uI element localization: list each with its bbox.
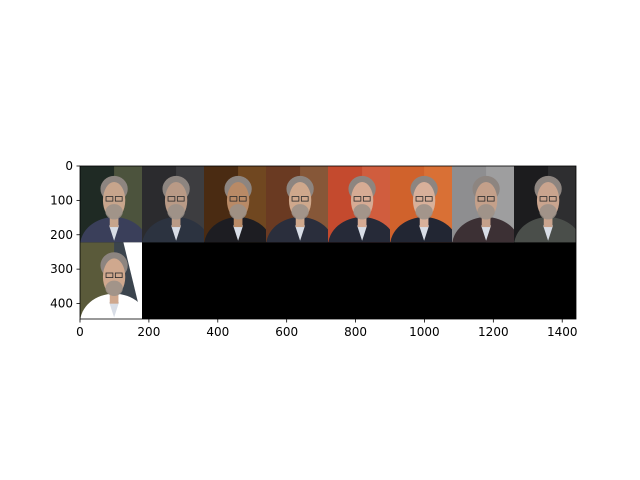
x-tick-label: 600: [275, 325, 298, 339]
axes: 0 200 400 600 800 1000 1200 1400 0 100 200 300 400: [50, 159, 577, 339]
axes-frame: [79, 165, 577, 320]
plot-area: [80, 166, 576, 320]
y-tick-label: 300: [50, 262, 73, 276]
y-tick-label: 100: [50, 193, 73, 207]
x-tick-label: 0: [76, 325, 84, 339]
photo-tile: [204, 166, 266, 243]
x-tick-label: 1200: [478, 325, 509, 339]
photo-tile: [142, 166, 204, 243]
photo-tile: [514, 166, 576, 243]
x-tick-label: 400: [206, 325, 229, 339]
y-tick-label: 400: [50, 297, 73, 311]
photo-tile: [80, 166, 142, 243]
photo-tile: [266, 166, 328, 243]
x-tick-label: 200: [137, 325, 160, 339]
photo-tile: [452, 166, 514, 243]
x-tick-label: 1400: [547, 325, 578, 339]
photo-tile: [390, 166, 452, 243]
y-tick-label: 0: [65, 159, 73, 173]
x-tick-label: 800: [344, 325, 367, 339]
x-tick-label: 1000: [409, 325, 440, 339]
y-tick-label: 200: [50, 228, 73, 242]
white-wedge: [123, 242, 142, 319]
photo-tile: [328, 166, 390, 243]
